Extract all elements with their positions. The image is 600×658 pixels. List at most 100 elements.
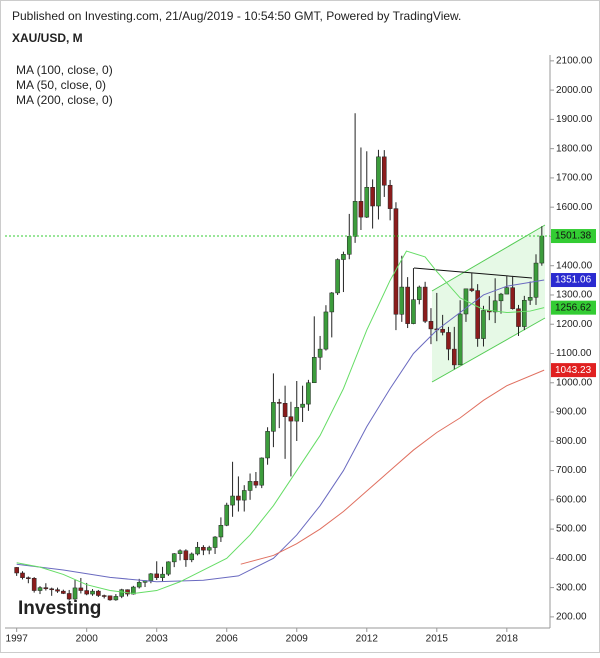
- candle-body: [206, 547, 212, 551]
- candle-body: [282, 402, 288, 417]
- y-tick-label: 1900.00: [556, 114, 593, 125]
- y-tick-label: 1300.00: [556, 290, 593, 301]
- candle-body: [510, 287, 515, 309]
- candle-body: [259, 457, 265, 486]
- y-tick-label: 500.00: [556, 524, 587, 535]
- candle-body: [218, 525, 224, 538]
- candle-body: [241, 490, 247, 501]
- candle-body: [457, 313, 463, 366]
- candle-body: [49, 588, 54, 591]
- candle-body: [481, 310, 486, 339]
- candle-body: [381, 156, 387, 186]
- price-tag-label: 1501.38: [555, 231, 592, 242]
- price-tag-label: 1351.06: [555, 275, 592, 286]
- y-tick-label: 700.00: [556, 465, 587, 476]
- candle-body: [43, 587, 49, 590]
- candle-body: [189, 553, 195, 561]
- moving-average: [16, 279, 545, 583]
- candle-body: [271, 402, 276, 432]
- y-tick-label: 1800.00: [556, 143, 593, 154]
- candle-body: [183, 550, 189, 561]
- price-tag: [551, 300, 596, 315]
- chart-title: XAU/USD, M: [12, 31, 83, 45]
- channel-line: [431, 317, 546, 383]
- legend-entry: MA (50, close, 0): [16, 78, 106, 92]
- candle-body: [300, 403, 305, 408]
- candle-body: [66, 593, 72, 600]
- candle-body: [37, 587, 43, 591]
- candle-body: [154, 573, 160, 578]
- y-tick-label: 600.00: [556, 494, 587, 505]
- y-tick-label: 400.00: [556, 553, 587, 564]
- candle-body: [346, 236, 352, 255]
- y-tick-label: 300.00: [556, 582, 587, 593]
- candle-body: [131, 586, 136, 595]
- y-tick-label: 2100.00: [556, 55, 593, 66]
- y-tick-label: 900.00: [556, 407, 587, 418]
- x-tick-label: 2015: [426, 634, 449, 645]
- candle-body: [446, 332, 451, 350]
- candle-body: [522, 299, 527, 327]
- candle-body: [533, 262, 539, 298]
- legend-entry: MA (100, close, 0): [16, 63, 113, 77]
- candle-body: [504, 287, 510, 295]
- x-tick-label: 1997: [6, 634, 29, 645]
- candle-body: [399, 286, 405, 315]
- candle-body: [61, 590, 66, 594]
- candle-body: [148, 573, 154, 581]
- candle-body: [253, 481, 259, 486]
- candle-body: [393, 208, 399, 315]
- candle-body: [265, 431, 270, 459]
- candle-body: [527, 297, 533, 301]
- candle-body: [72, 587, 78, 600]
- price-tag: [551, 363, 596, 378]
- candle-body: [78, 587, 84, 591]
- candle-body: [96, 590, 101, 596]
- price-tag: [551, 273, 596, 288]
- candle-body: [370, 187, 375, 207]
- header: Published on Investing.com, 21/Aug/2019 …: [12, 9, 461, 23]
- candle-body: [306, 382, 311, 405]
- candle-body: [136, 582, 142, 588]
- candle-body: [31, 578, 37, 591]
- candle-body: [113, 596, 119, 601]
- y-tick-label: 2000.00: [556, 85, 593, 96]
- candle-body: [352, 201, 358, 237]
- candle-body: [230, 495, 235, 506]
- candle-body: [201, 546, 206, 551]
- x-tick-label: 2000: [76, 634, 99, 645]
- candle-body: [364, 187, 370, 218]
- y-tick-label: 1600.00: [556, 202, 593, 213]
- candle-body: [317, 348, 323, 358]
- candle-body: [288, 416, 294, 422]
- moving-average: [16, 250, 545, 594]
- x-tick-label: 2006: [216, 634, 239, 645]
- candle-body: [335, 259, 340, 294]
- candle-body: [160, 573, 165, 578]
- candle-body: [107, 595, 113, 601]
- candle-body: [311, 357, 317, 384]
- candle-body: [417, 286, 422, 300]
- candle-body: [177, 550, 183, 554]
- y-tick-label: 800.00: [556, 436, 587, 447]
- candle-body: [84, 590, 89, 595]
- candle-body: [195, 546, 200, 555]
- legend-entry: MA (200, close, 0): [16, 93, 113, 107]
- candle-body: [14, 567, 19, 574]
- candle-body: [452, 348, 457, 366]
- candle-body: [475, 290, 480, 339]
- candle-body: [166, 561, 171, 575]
- candle-body: [26, 577, 31, 579]
- candle-body: [376, 156, 381, 207]
- candle-body: [341, 254, 346, 260]
- candle-body: [440, 328, 445, 333]
- candle-body: [90, 590, 95, 595]
- y-tick-label: 1200.00: [556, 319, 593, 330]
- y-tick-label: 1100.00: [556, 348, 592, 359]
- candle-body: [20, 572, 25, 578]
- x-tick-label: 2009: [286, 634, 309, 645]
- price-tag: [551, 229, 596, 244]
